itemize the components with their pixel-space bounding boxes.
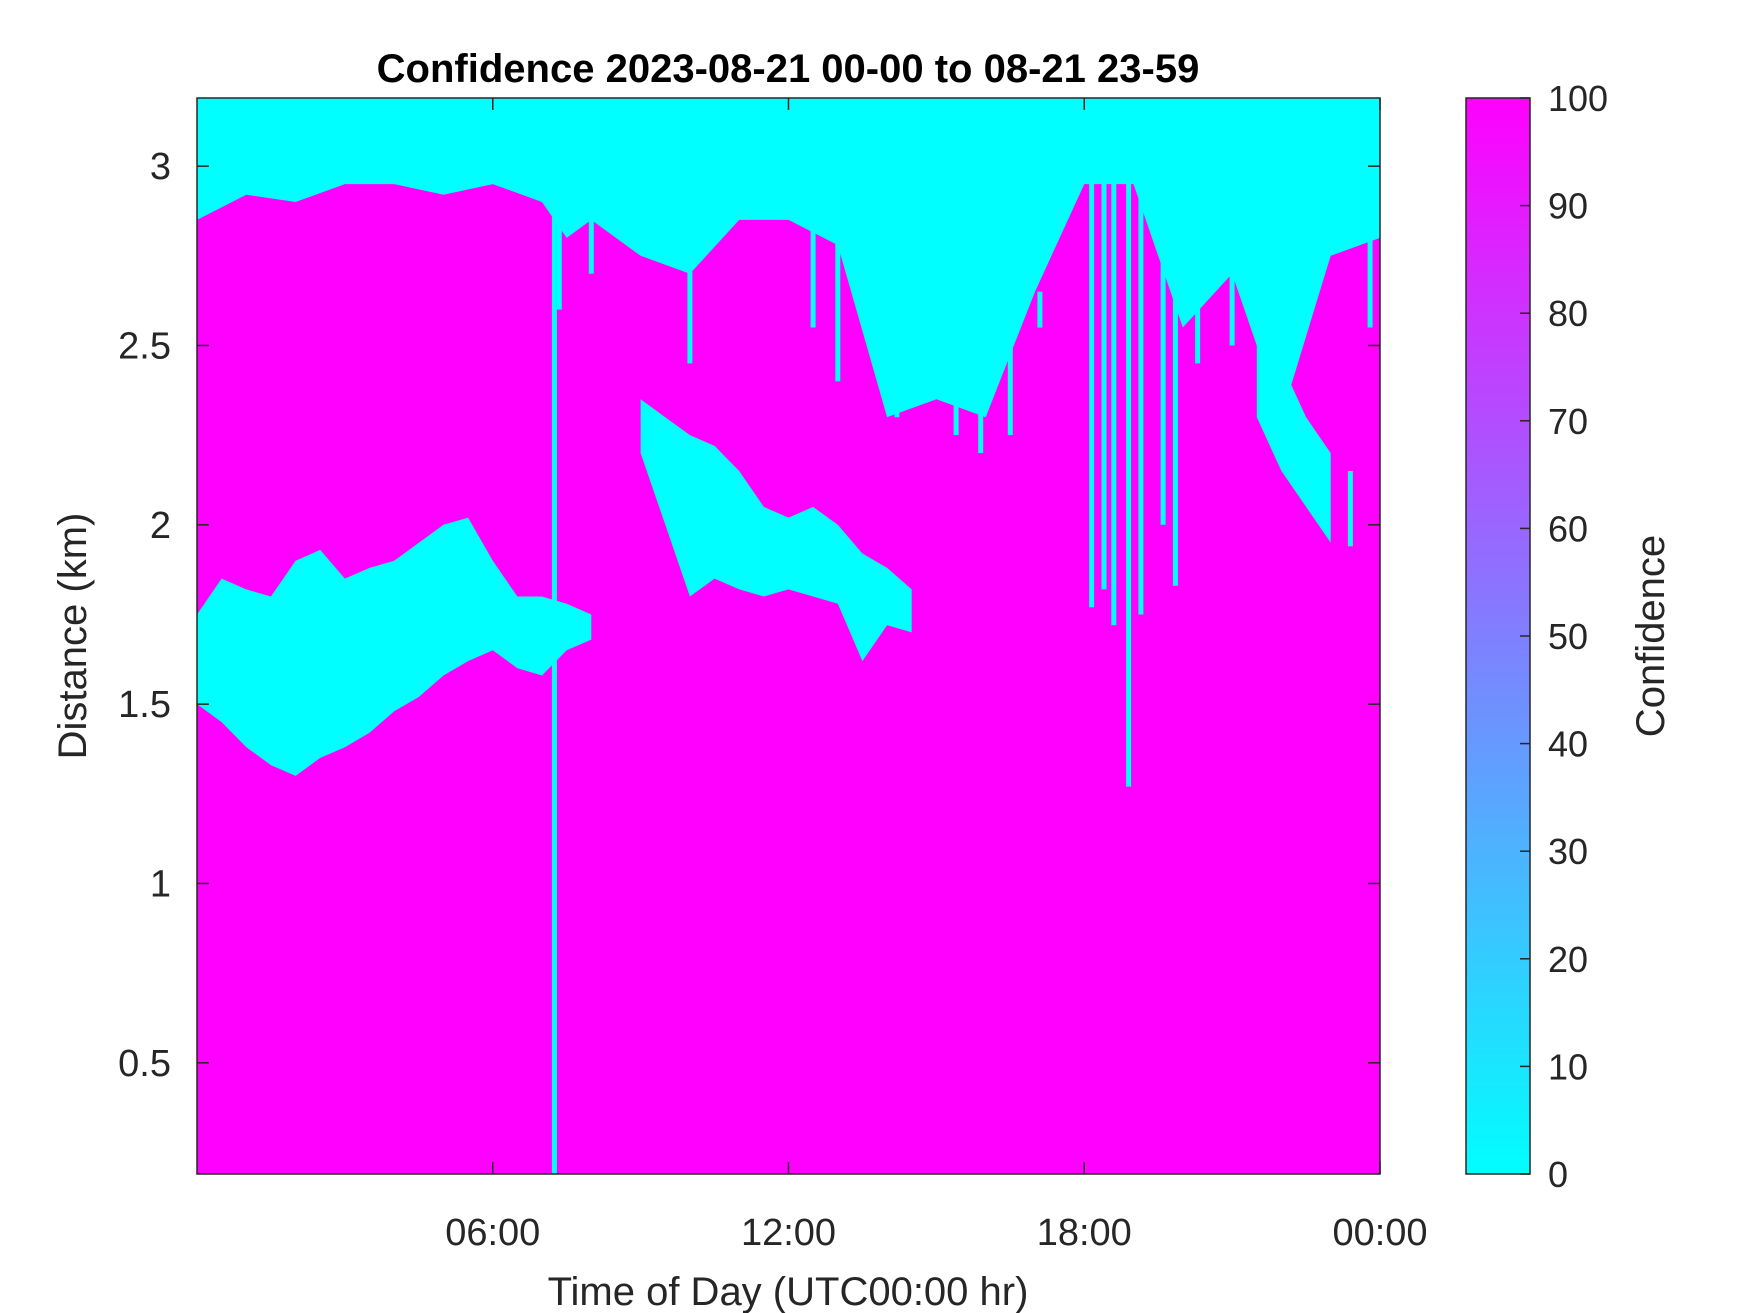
low-confidence-streak-7 bbox=[894, 202, 900, 418]
x-tick-label: 00:00 bbox=[1332, 1212, 1427, 1254]
colorbar-tick-label: 10 bbox=[1548, 1046, 1588, 1087]
colorbar-ticks: 0 10 20 30 40 50 60 70 80 90 100 bbox=[1520, 78, 1608, 1195]
colorbar-tick-label: 70 bbox=[1548, 401, 1588, 442]
low-confidence-streak-23 bbox=[1347, 471, 1353, 547]
y-tick-label: 3 bbox=[150, 146, 171, 188]
colorbar-tick-label: 90 bbox=[1548, 186, 1588, 227]
y-axis-label: Distance (km) bbox=[51, 513, 95, 760]
low-confidence-streak-9 bbox=[953, 219, 959, 436]
low-confidence-streak-18 bbox=[1160, 98, 1166, 525]
colorbar-tick-label: 100 bbox=[1548, 78, 1608, 119]
x-axis: 06:00 12:00 18:00 00:00 bbox=[445, 98, 1428, 1254]
low-confidence-streak-1 bbox=[551, 98, 557, 1174]
low-confidence-streak-24 bbox=[1367, 98, 1373, 328]
low-confidence-streak-5 bbox=[810, 98, 816, 328]
y-tick-label: 2 bbox=[150, 505, 171, 547]
low-confidence-streak-15 bbox=[1111, 98, 1117, 626]
low-confidence-streak-8 bbox=[924, 202, 929, 400]
low-confidence-region-1 bbox=[197, 98, 1380, 418]
low-confidence-streak-14 bbox=[1101, 98, 1107, 590]
low-confidence-streak-11 bbox=[1007, 273, 1013, 436]
heatmap-plot-area bbox=[196, 97, 1381, 1175]
low-confidence-streak-17 bbox=[1138, 98, 1144, 615]
x-tick-label: 12:00 bbox=[741, 1212, 836, 1254]
low-confidence-streak-20 bbox=[1195, 98, 1201, 364]
y-tick-label: 1.5 bbox=[118, 684, 171, 726]
colorbar-tick-label: 80 bbox=[1548, 293, 1588, 334]
y-tick-label: 0.5 bbox=[118, 1043, 171, 1085]
colorbar-tick-label: 20 bbox=[1548, 939, 1588, 980]
low-confidence-region-3 bbox=[640, 399, 912, 662]
y-axis: 0.5 1 1.5 2 2.5 3 bbox=[118, 146, 1380, 1085]
colorbar-tick-label: 40 bbox=[1548, 724, 1588, 765]
low-confidence-streak-3 bbox=[588, 98, 594, 274]
x-axis-label: Time of Day (UTC00:00 hr) bbox=[548, 1270, 1029, 1313]
colorbar: 0 10 20 30 40 50 60 70 80 90 100 Confidence bbox=[1465, 78, 1673, 1195]
low-confidence-streak-21 bbox=[1229, 98, 1235, 346]
chart-title: Confidence 2023-08-21 00-00 to 08-21 23-… bbox=[377, 47, 1200, 91]
colorbar-tick-label: 50 bbox=[1548, 616, 1588, 657]
low-confidence-cells bbox=[197, 98, 1380, 1174]
low-confidence-region-2 bbox=[197, 517, 592, 776]
low-confidence-streak-4 bbox=[687, 98, 693, 364]
colorbar-tick-label: 60 bbox=[1548, 508, 1588, 549]
low-confidence-streak-12 bbox=[1037, 291, 1043, 328]
low-confidence-streak-13 bbox=[1089, 98, 1095, 608]
colorbar-tick-label: 30 bbox=[1548, 831, 1588, 872]
low-confidence-streak-22 bbox=[1274, 98, 1279, 454]
low-confidence-streak-6 bbox=[835, 98, 841, 382]
colorbar-label: Confidence bbox=[1629, 535, 1673, 737]
colorbar-tick-label: 0 bbox=[1548, 1154, 1568, 1195]
low-confidence-streak-19 bbox=[1172, 98, 1178, 586]
y-tick-label: 2.5 bbox=[118, 325, 171, 367]
x-tick-label: 06:00 bbox=[445, 1212, 540, 1254]
colorbar-gradient bbox=[1465, 97, 1531, 1175]
low-confidence-streak-10 bbox=[978, 237, 984, 454]
y-tick-label: 1 bbox=[150, 863, 171, 905]
x-tick-label: 18:00 bbox=[1037, 1212, 1132, 1254]
low-confidence-streak-2 bbox=[556, 98, 562, 310]
low-confidence-streak-16 bbox=[1126, 98, 1132, 787]
